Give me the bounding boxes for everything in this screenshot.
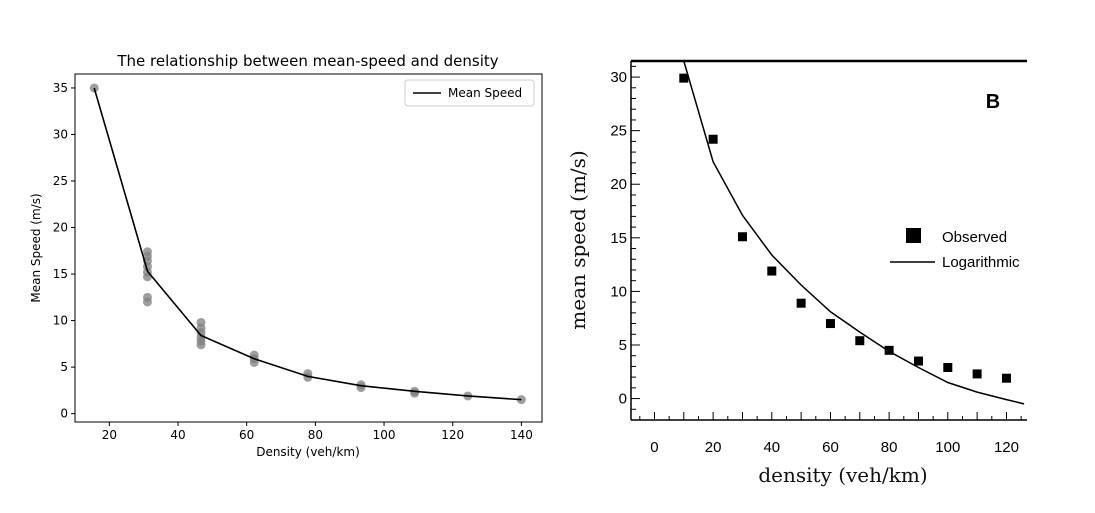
right-observed-point bbox=[913, 356, 923, 366]
right-legend-label-logarithmic: Logarithmic bbox=[942, 254, 1020, 271]
right-legend: Observed Logarithmic bbox=[890, 228, 1020, 271]
left-y-axis-label: Mean Speed (m/s) bbox=[29, 193, 43, 302]
right-x-tick-label: 100 bbox=[935, 439, 960, 456]
right-x-axis-label: density (veh/km) bbox=[758, 463, 927, 487]
left-data-point bbox=[89, 83, 99, 93]
left-x-tick-label: 40 bbox=[170, 428, 185, 442]
right-y-tick-label: 0 bbox=[619, 391, 627, 408]
right-observed-point bbox=[767, 266, 777, 276]
left-data-point bbox=[410, 388, 420, 398]
right-x-tick-label: 40 bbox=[763, 439, 780, 456]
right-legend-square-swatch bbox=[906, 228, 921, 243]
right-y-tick-label: 15 bbox=[610, 230, 627, 247]
right-x-tick-label: 0 bbox=[650, 439, 658, 456]
right-observed-point bbox=[679, 73, 689, 83]
left-y-tick-label: 35 bbox=[53, 81, 68, 95]
left-data-point bbox=[142, 297, 152, 307]
chart-left: The relationship between mean-speed and … bbox=[29, 52, 543, 459]
left-x-axis: 20 40 60 80 100 120 140 bbox=[102, 422, 533, 442]
left-plot-frame bbox=[74, 73, 543, 423]
right-observed-point bbox=[708, 134, 718, 144]
left-x-tick-label: 80 bbox=[308, 428, 323, 442]
left-y-tick-label: 30 bbox=[53, 127, 68, 141]
right-axis-ticks bbox=[631, 65, 1022, 421]
panel-label-b: B bbox=[986, 91, 1000, 113]
right-legend-label-observed: Observed bbox=[942, 229, 1007, 246]
left-y-tick-label: 15 bbox=[53, 267, 68, 281]
right-observed-point bbox=[943, 362, 953, 372]
right-x-tick-label: 20 bbox=[705, 439, 722, 456]
left-y-tick-label: 10 bbox=[53, 314, 68, 328]
right-observed-series bbox=[679, 73, 1011, 383]
left-y-tick-label: 25 bbox=[53, 174, 68, 188]
left-chart-title: The relationship between mean-speed and … bbox=[116, 52, 498, 70]
left-x-tick-label: 140 bbox=[510, 428, 533, 442]
left-y-tick-label: 5 bbox=[60, 360, 68, 374]
right-observed-point bbox=[855, 336, 865, 346]
right-x-tick-label: 60 bbox=[822, 439, 839, 456]
right-y-tick-label: 30 bbox=[610, 69, 627, 86]
right-observed-point bbox=[884, 345, 894, 355]
left-y-axis: 0 5 10 15 20 25 30 35 bbox=[53, 81, 75, 421]
right-y-tick-label: 10 bbox=[610, 283, 627, 300]
right-x-tick-label: 80 bbox=[881, 439, 898, 456]
left-legend: Mean Speed bbox=[404, 79, 535, 107]
left-data-point bbox=[196, 340, 206, 350]
left-mean-speed-line bbox=[93, 87, 522, 401]
right-logarithmic-line bbox=[683, 60, 1025, 405]
right-observed-point bbox=[825, 319, 835, 329]
right-observed-point bbox=[1001, 373, 1011, 383]
right-y-tick-label: 5 bbox=[619, 337, 627, 354]
left-data-point bbox=[142, 272, 152, 282]
right-observed-point bbox=[796, 298, 806, 308]
right-y-axis: 0 5 10 15 20 25 30 bbox=[610, 69, 627, 407]
left-x-tick-label: 60 bbox=[239, 428, 254, 442]
right-x-tick-label: 120 bbox=[994, 439, 1019, 456]
right-x-axis: 0 20 40 60 80 100 120 bbox=[650, 439, 1019, 456]
left-y-tick-label: 20 bbox=[53, 221, 68, 235]
right-observed-point bbox=[972, 369, 982, 379]
left-legend-box bbox=[404, 79, 535, 107]
left-x-axis-label: Density (veh/km) bbox=[256, 445, 360, 459]
left-y-tick-label: 0 bbox=[60, 407, 68, 421]
right-observed-point bbox=[737, 232, 747, 242]
chart-right: 0 20 40 60 80 100 120 0 5 10 15 20 25 30 B density (… bbox=[566, 59, 1027, 487]
left-x-tick-label: 120 bbox=[441, 428, 464, 442]
left-x-tick-label: 100 bbox=[373, 428, 396, 442]
right-y-axis-label: mean speed (m/s) bbox=[566, 150, 590, 329]
right-y-tick-label: 25 bbox=[610, 123, 627, 140]
right-y-tick-label: 20 bbox=[610, 176, 627, 193]
left-legend-label: Mean Speed bbox=[448, 86, 522, 100]
left-x-tick-label: 20 bbox=[102, 428, 117, 442]
